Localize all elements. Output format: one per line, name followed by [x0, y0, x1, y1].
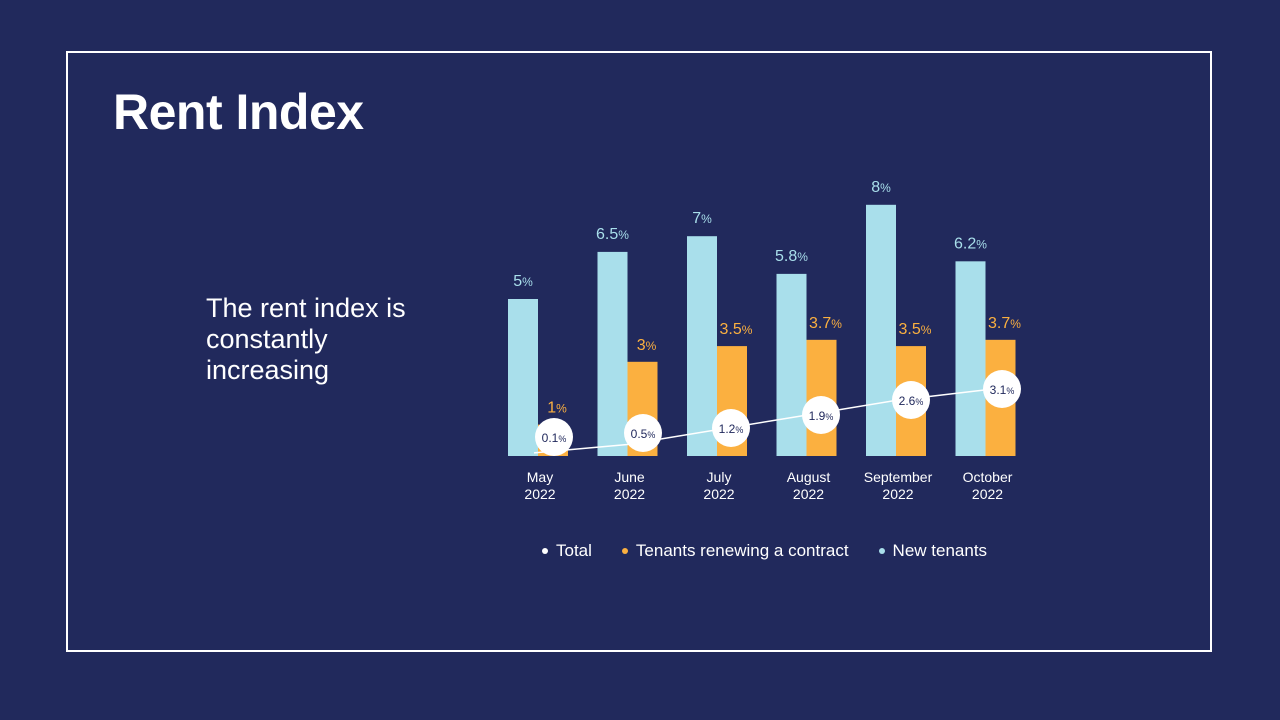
x-tick-label-year: 2022 [524, 486, 555, 502]
total-marker [712, 409, 750, 447]
x-tick-label-year: 2022 [614, 486, 645, 502]
legend-item-renewing: Tenants renewing a contract [621, 541, 849, 561]
bar-new-tenants [776, 273, 807, 456]
x-tick-label: August [787, 469, 831, 485]
data-label-new-tenants: 6.2% [954, 235, 987, 252]
bar-new-tenants [508, 299, 538, 456]
slide-subtitle: The rent index is constantly increasing [206, 293, 406, 385]
bar-new-tenants [866, 204, 896, 456]
data-label-new-tenants: 5% [513, 273, 533, 290]
legend-item-new-tenants: New tenants [878, 541, 988, 561]
x-tick-label-year: 2022 [972, 486, 1003, 502]
total-marker [983, 370, 1021, 408]
data-label-total: 1.2% [719, 422, 744, 436]
legend-label-new-tenants: New tenants [892, 541, 988, 560]
data-label-new-tenants: 6.5% [596, 226, 629, 243]
total-marker [892, 381, 930, 419]
data-label-renewing: 3.5% [720, 321, 753, 338]
x-tick-label-year: 2022 [793, 486, 824, 502]
legend-dot-renewing [621, 548, 628, 554]
data-label-new-tenants: 7% [692, 210, 712, 227]
bar-new-tenants [687, 236, 717, 456]
legend-dot-new-tenants [878, 548, 885, 554]
data-label-renewing: 1% [547, 400, 567, 417]
x-tick-label: May [527, 469, 553, 485]
data-label-renewing: 3.5% [899, 321, 932, 338]
x-tick-label: October [963, 469, 1013, 485]
x-tick-label: June [614, 469, 645, 485]
total-marker [624, 414, 662, 452]
slide-title: Rent Index [113, 84, 364, 140]
total-marker [535, 418, 573, 456]
bar-new-tenants [955, 261, 986, 456]
data-label-total: 1.9% [809, 409, 834, 423]
x-tick-label: July [707, 469, 732, 485]
bar-new-tenants [597, 251, 628, 456]
x-tick-label-year: 2022 [703, 486, 734, 502]
data-label-total: 0.1% [542, 431, 567, 445]
chart-legend: Total Tenants renewing a contract New te… [542, 541, 987, 561]
data-label-total: 0.5% [631, 427, 656, 441]
data-label-new-tenants: 5.8% [775, 248, 808, 265]
data-label-renewing: 3.7% [809, 315, 842, 332]
total-marker [802, 396, 840, 434]
x-tick-label: September [864, 469, 933, 485]
legend-dot-total [542, 548, 548, 554]
legend-label-renewing: Tenants renewing a contract [635, 541, 849, 560]
data-label-renewing: 3.7% [988, 315, 1021, 332]
legend-item-total: Total [542, 541, 592, 561]
data-label-renewing: 3% [637, 337, 657, 354]
slide-frame [66, 51, 1212, 652]
data-label-total: 2.6% [899, 394, 924, 408]
data-label-total: 3.1% [990, 383, 1015, 397]
legend-label-total: Total [556, 541, 592, 560]
data-label-new-tenants: 8% [871, 179, 891, 196]
x-tick-label-year: 2022 [882, 486, 913, 502]
